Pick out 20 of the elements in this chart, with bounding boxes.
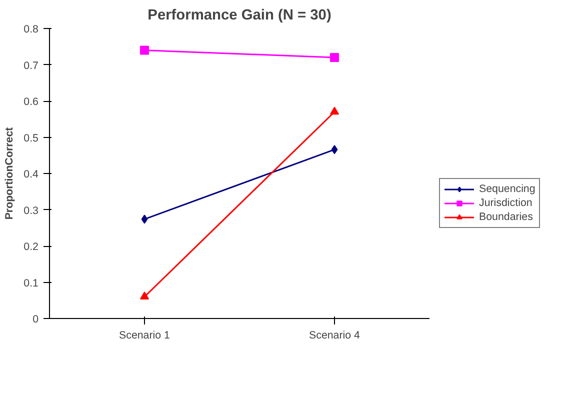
- y-axis-title: ProportionCorrect: [4, 126, 16, 220]
- x-tick-label: Scenario 4: [309, 330, 360, 342]
- point: [140, 46, 149, 55]
- y-tick-label: 0.7: [24, 60, 39, 72]
- legend-label: Jurisdiction: [479, 197, 532, 209]
- y-tick-label: 0.3: [24, 204, 39, 217]
- y-tick-label: 0.8: [24, 24, 39, 36]
- chart-title: Performance Gain (N = 30): [148, 8, 332, 24]
- y-tick-label: 0.6: [24, 96, 39, 108]
- point: [331, 145, 338, 154]
- legend-label: Boundaries: [479, 211, 533, 223]
- point: [330, 53, 339, 62]
- y-tick-label: 0: [32, 314, 39, 326]
- point: [141, 214, 148, 224]
- y-tick-label: 0.1: [24, 277, 39, 290]
- y-tick-label: 0.5: [24, 132, 39, 144]
- x-tick-label: Scenario 1: [119, 330, 170, 342]
- legend-label: Sequencing: [479, 183, 536, 195]
- y-tick-label: 0.4: [24, 168, 39, 180]
- y-tick-label: 0.2: [24, 241, 39, 253]
